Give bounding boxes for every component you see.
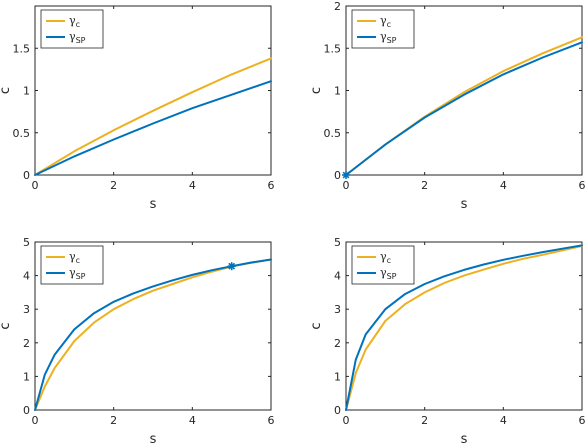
- y-axis-label: c: [309, 322, 324, 329]
- series-line-gamma-c: [34, 57, 272, 176]
- y-axis-label: c: [309, 87, 324, 94]
- y-tick-label: 1: [23, 85, 30, 98]
- y-tick-label: 0.5: [13, 127, 31, 140]
- y-tick-label: 0: [334, 404, 341, 417]
- legend-box: [40, 245, 104, 285]
- x-axis-label: s: [461, 197, 468, 212]
- y-tick-label: 5: [23, 236, 30, 249]
- x-tick-label: 2: [110, 179, 117, 192]
- legend-box: [351, 9, 415, 49]
- y-tick-label: 0: [23, 404, 30, 417]
- x-tick-label: 6: [579, 179, 586, 192]
- x-tick-label: 2: [110, 414, 117, 427]
- series-line-gamma-c: [345, 36, 583, 176]
- y-tick-label: 0: [334, 169, 341, 182]
- asterisk-marker: [227, 262, 236, 271]
- legend-label: γSP: [69, 266, 86, 281]
- legend-label: γc: [380, 14, 391, 29]
- y-tick-label: 4: [334, 270, 341, 283]
- y-tick-label: 1.5: [324, 42, 342, 55]
- x-tick-label: 4: [189, 179, 196, 192]
- x-tick-label: 0: [32, 179, 39, 192]
- legend-label: γSP: [380, 266, 397, 281]
- y-tick-label: 1: [334, 85, 341, 98]
- y-tick-label: 2: [23, 337, 30, 350]
- y-tick-label: 0.5: [324, 127, 342, 140]
- y-tick-label: 4: [23, 270, 30, 283]
- x-tick-label: 4: [189, 414, 196, 427]
- x-axis-label: s: [461, 432, 468, 447]
- x-tick-label: 6: [579, 414, 586, 427]
- y-tick-label: 3: [23, 303, 30, 316]
- y-tick-label: 1: [334, 370, 341, 383]
- y-tick-label: 2: [334, 337, 341, 350]
- series-line-gamma-sp: [34, 80, 272, 176]
- x-tick-label: 0: [32, 414, 39, 427]
- y-tick-label: 2: [334, 0, 341, 13]
- series-line-gamma-sp: [345, 41, 583, 176]
- legend-label: γc: [380, 250, 391, 265]
- x-axis-label: s: [150, 197, 157, 212]
- x-tick-label: 4: [500, 179, 507, 192]
- x-tick-label: 4: [500, 414, 507, 427]
- x-tick-label: 2: [421, 179, 428, 192]
- y-tick-label: 5: [334, 236, 341, 249]
- y-tick-label: 3: [334, 303, 341, 316]
- legend-box: [351, 245, 415, 285]
- x-axis-label: s: [150, 432, 157, 447]
- legend-label: γSP: [69, 30, 86, 45]
- asterisk-marker: [342, 171, 350, 179]
- legend-label: γc: [69, 250, 80, 265]
- y-tick-label: 1: [23, 370, 30, 383]
- legend-label: γSP: [380, 30, 397, 45]
- axes-box: [34, 241, 272, 411]
- y-tick-label: 1.5: [13, 42, 31, 55]
- x-tick-label: 0: [343, 179, 350, 192]
- series-line-gamma-sp: [345, 244, 583, 411]
- series-line-gamma-c: [345, 245, 583, 411]
- x-tick-label: 6: [268, 414, 275, 427]
- axes-box: [345, 241, 583, 411]
- legend-box: [40, 9, 104, 49]
- y-axis-label: c: [0, 87, 13, 94]
- x-tick-label: 0: [343, 414, 350, 427]
- legend-label: γc: [69, 14, 80, 29]
- y-axis-label: c: [0, 322, 13, 329]
- x-tick-label: 2: [421, 414, 428, 427]
- x-tick-label: 6: [268, 179, 275, 192]
- y-tick-label: 0: [23, 169, 30, 182]
